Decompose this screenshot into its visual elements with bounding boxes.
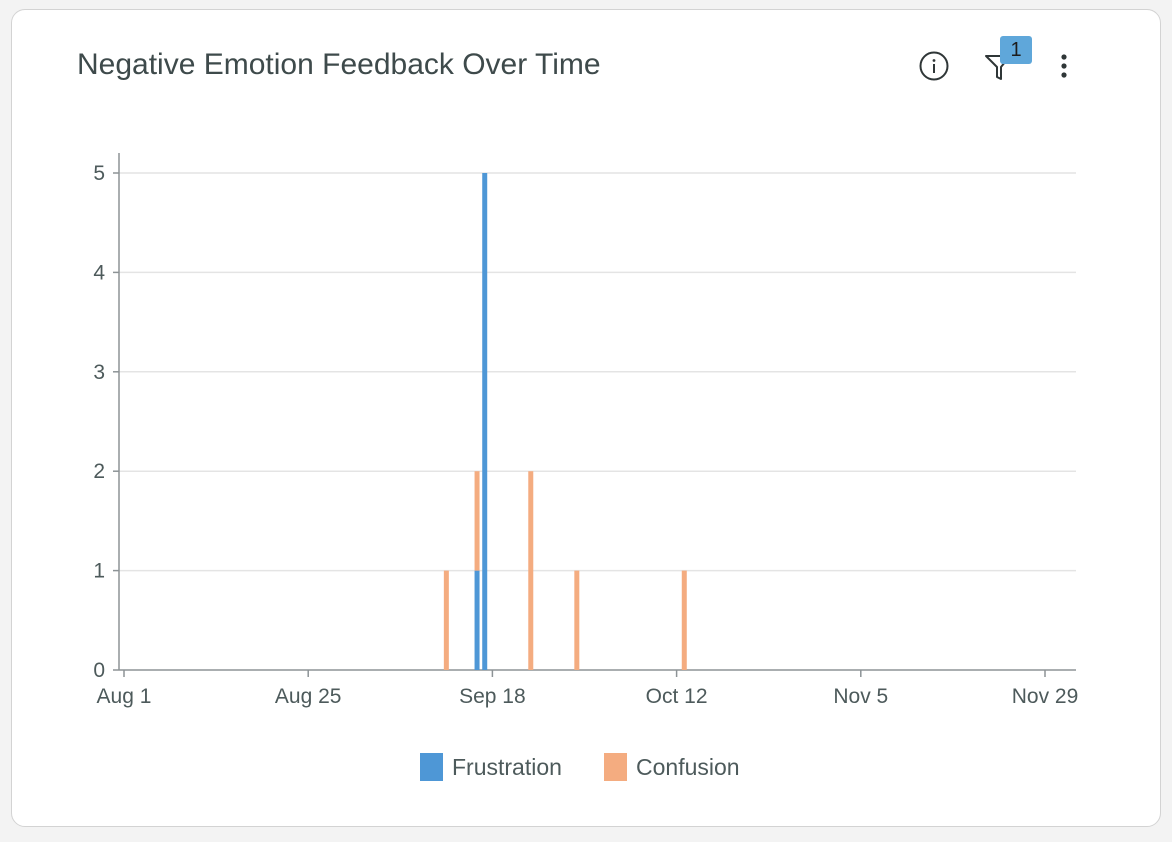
- x-tick-label: Sep 18: [459, 685, 526, 708]
- info-icon[interactable]: [918, 50, 950, 82]
- legend-swatch: [420, 753, 443, 781]
- legend-swatch: [604, 753, 627, 781]
- x-tick-label: Nov 29: [1012, 685, 1079, 708]
- chart-title: Negative Emotion Feedback Over Time: [77, 48, 601, 81]
- y-tick-label: 1: [93, 560, 105, 583]
- bar-frustration: [474, 570, 480, 670]
- y-tick-label: 5: [93, 162, 105, 185]
- chart-card: Negative Emotion Feedback Over Time 1 0 1…: [11, 9, 1161, 827]
- legend-label: Confusion: [636, 754, 740, 780]
- bar-frustration: [482, 173, 488, 670]
- y-tick-label: 0: [93, 659, 105, 682]
- bar-confusion: [474, 471, 480, 571]
- filter-count-badge: 1: [1000, 36, 1032, 64]
- legend-label: Frustration: [452, 754, 562, 780]
- x-tick-label: Oct 12: [646, 685, 708, 708]
- bar-confusion: [528, 471, 534, 670]
- bar-confusion: [443, 570, 449, 670]
- y-tick-label: 4: [93, 261, 105, 284]
- bar-confusion: [681, 570, 687, 670]
- x-tick-label: Aug 1: [97, 685, 152, 708]
- y-tick-label: 2: [93, 460, 105, 483]
- x-tick-label: Nov 5: [833, 685, 888, 708]
- chart-plot: 0 1 2 3 4 5 Aug 1 Aug 25 Sep 18 Oct 12 Nov 5 Nov 29: [93, 153, 1079, 708]
- x-tick-label: Aug 25: [275, 685, 342, 708]
- bar-confusion: [574, 570, 580, 670]
- y-tick-label: 3: [93, 361, 105, 384]
- more-vertical-icon[interactable]: [1054, 51, 1074, 83]
